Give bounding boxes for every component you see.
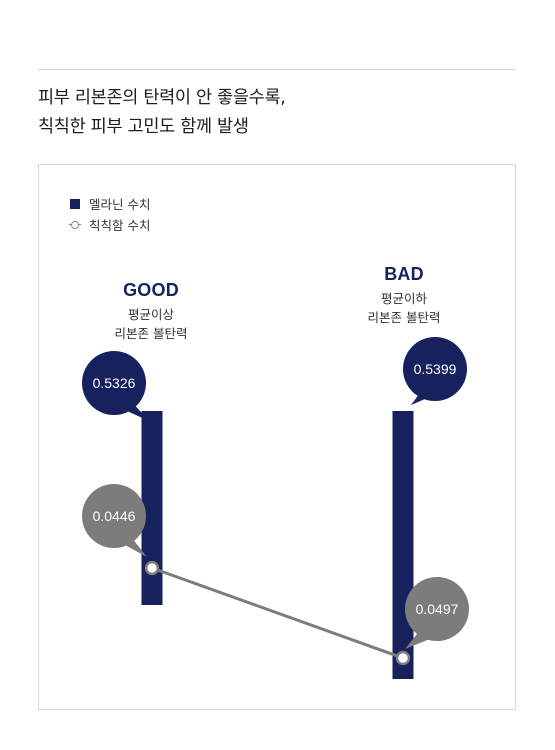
dullness-value-bubble-good-text: 0.0446 (93, 508, 136, 524)
legend-label-dullness: 칙칙함 수치 (89, 218, 151, 233)
headline-line-2: 칙칙한 피부 고민도 함께 발생 (38, 117, 249, 137)
dullness-value-bubble-bad-circle (405, 577, 469, 641)
melanin-value-bubble-bad-circle (403, 337, 467, 401)
dullness-value-bubble-good: 0.0446 (82, 484, 147, 557)
top-divider (38, 69, 516, 70)
category-label-good: GOOD (123, 280, 179, 300)
headline: 피부 리본존의 탄력이 안 좋을수록, 칙칙한 피부 고민도 함께 발생 (38, 84, 286, 142)
chart-plot: 0.5326 0.5399 0.0446 0.0497 (82, 337, 469, 679)
headline-line-1: 피부 리본존의 탄력이 안 좋을수록, (38, 88, 286, 108)
category-desc-bad-line-1: 평균이하 (380, 291, 427, 306)
chart-panel: 멜라닌 수치 칙칙함 수치 GOOD 평균이상 리본존 볼탄력 BAD 평균이하… (38, 164, 516, 710)
category-desc-good-line-2: 리본존 볼탄력 (114, 326, 188, 341)
melanin-value-bubble-good: 0.5326 (82, 351, 149, 421)
legend-item-melanin: 멜라닌 수치 (69, 193, 150, 214)
dullness-line (151, 566, 404, 660)
melanin-bar-bad (392, 411, 414, 679)
dullness-value-bubble-bad-text: 0.0497 (416, 601, 459, 617)
category-desc-good: 평균이상 리본존 볼탄력 (81, 305, 221, 343)
category-desc-bad: 평균이하 리본존 볼탄력 (334, 289, 474, 327)
melanin-value-bubble-good-text: 0.5326 (93, 375, 136, 391)
melanin-value-bubble-good-circle (82, 351, 146, 415)
legend-label-melanin: 멜라닌 수치 (89, 197, 151, 212)
dullness-point-bad (395, 650, 411, 666)
melanin-bar-good (141, 411, 163, 605)
dullness-point-good (144, 560, 160, 576)
category-good: GOOD 평균이상 리본존 볼탄력 (81, 279, 221, 343)
dullness-value-bubble-bad: 0.0497 (405, 577, 469, 649)
legend-item-dullness: 칙칙함 수치 (69, 214, 150, 235)
legend-square-icon (70, 198, 80, 209)
category-desc-bad-line-2: 리본존 볼탄력 (367, 310, 441, 325)
category-bad: BAD 평균이하 리본존 볼탄력 (334, 263, 474, 327)
melanin-value-bubble-bad: 0.5399 (403, 337, 467, 405)
melanin-value-bubble-bad-text: 0.5399 (414, 361, 457, 377)
legend: 멜라닌 수치 칙칙함 수치 (69, 193, 150, 235)
category-desc-good-line-1: 평균이상 (127, 307, 174, 322)
dullness-value-bubble-good-circle (82, 484, 146, 548)
legend-line-marker-icon (69, 220, 81, 230)
category-label-bad: BAD (384, 264, 424, 284)
